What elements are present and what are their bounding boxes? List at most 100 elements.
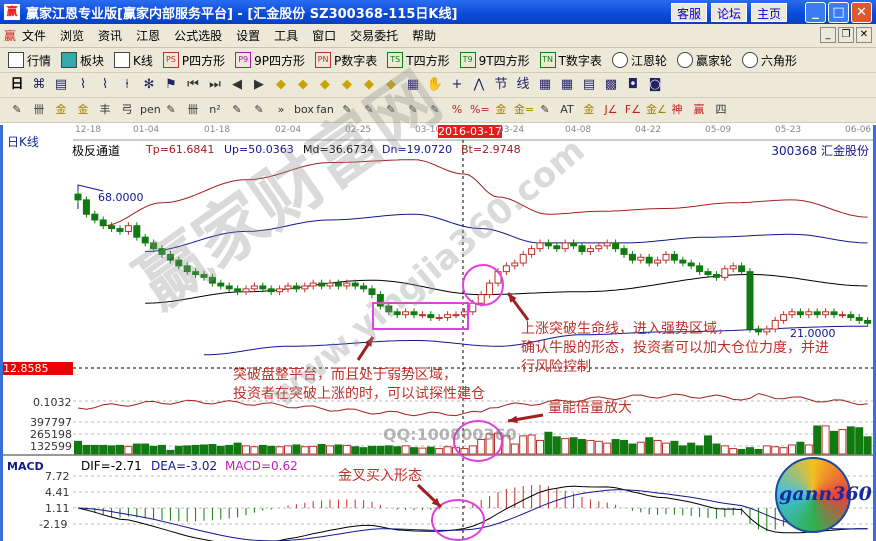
menu-item[interactable]: 公式选股 (174, 29, 223, 43)
first-icon[interactable]: ⏮ (187, 77, 199, 92)
drawing-tool-28-icon[interactable]: J∠ (604, 103, 618, 116)
prev-icon[interactable]: ◀ (232, 77, 242, 92)
menu-item[interactable]: 文件 (22, 29, 47, 43)
connect-icon[interactable]: ◙ (648, 77, 662, 92)
toolbar-button-1[interactable]: 行情 (8, 52, 51, 69)
drawing-tool-30-icon[interactable]: 金∠ (646, 103, 667, 116)
drawing-tool-24-icon[interactable]: 金= (514, 103, 535, 116)
mdi-close-icon[interactable]: ✕ (856, 27, 872, 43)
notes-icon[interactable]: ▤ (582, 77, 596, 92)
menu-item[interactable]: 浏览 (60, 29, 85, 43)
toolbar-button-9[interactable]: TN T数字表 (539, 52, 602, 69)
last-icon[interactable]: ⏭ (209, 77, 221, 92)
next-icon[interactable]: ▶ (254, 77, 264, 92)
toolbar-button-6[interactable]: PN P数字表 (315, 52, 377, 69)
drawing-tool-16-icon[interactable]: ✎ (342, 103, 352, 116)
drawing-tool-1-icon[interactable]: ✎ (12, 103, 22, 116)
drawing-tool-25-icon[interactable]: ✎ (540, 103, 550, 116)
toolbar-button-3[interactable]: K线 (114, 52, 153, 69)
customer-service-button[interactable]: 客服 (671, 3, 708, 22)
annotation-lifeline-breakout: 上涨突破生命线，进入强势区域， 确认牛股的形态，投资者可以加大仓位力度，并进 行风险… (521, 321, 829, 375)
drawing-tool-12-icon[interactable]: ✎ (254, 103, 264, 116)
drawing-tool-7-icon[interactable]: pen (140, 103, 161, 116)
drawing-tool-2-icon[interactable]: 卌 (33, 103, 45, 116)
drawing-tool-26-icon[interactable]: AT (560, 103, 574, 116)
toolbar-button-11[interactable]: 赢家轮 (676, 52, 732, 69)
drawing-tool-4-icon[interactable]: 金 (77, 103, 89, 116)
flag-icon[interactable]: ⚑ (165, 77, 177, 92)
expand-icon[interactable]: ◆ (364, 77, 374, 92)
drawing-tool-33-icon[interactable]: 四 (715, 103, 727, 116)
cross-icon[interactable]: + (451, 77, 463, 92)
doc-icon[interactable]: ▤ (54, 77, 68, 92)
up-icon[interactable]: ◆ (298, 77, 308, 92)
toolbar-button-12[interactable]: 六角形 (741, 52, 797, 69)
pattern-icon[interactable]: ✻ (143, 77, 155, 92)
candle-icon[interactable]: ⍿ (125, 77, 129, 92)
toolbar-button-4[interactable]: PS P四方形 (162, 52, 225, 69)
drawing-tool-6-icon[interactable]: 弓 (121, 103, 133, 116)
drawing-tool-10-icon[interactable]: n² (209, 103, 221, 116)
shrink-icon[interactable]: ◆ (342, 77, 352, 92)
lr-icon[interactable]: ◆ (320, 77, 330, 92)
chart-area[interactable]: 日K线 12-18 01-04 01-18 02-04 02-25 03-10 2016-0… (0, 57, 876, 541)
drawing-tool-32-icon[interactable]: 赢 (693, 103, 705, 116)
toolbar-button-2[interactable]: 板块 (61, 52, 104, 69)
candle (460, 311, 468, 316)
ud-icon[interactable]: ◆ (386, 77, 396, 92)
minimize-icon[interactable]: _ (805, 2, 826, 23)
menu-item[interactable]: 工具 (274, 29, 299, 43)
drawing-tool-8-icon[interactable]: ✎ (166, 103, 176, 116)
menu-item[interactable]: 资讯 (98, 29, 123, 43)
maximize-icon[interactable]: □ (828, 2, 849, 23)
toolbar-tool-21-icon[interactable]: 节 (494, 77, 508, 92)
left-icon[interactable]: ◆ (276, 77, 286, 92)
drawing-tool-27-icon[interactable]: 金 (583, 103, 595, 116)
menu-item[interactable]: 江恩 (136, 29, 161, 43)
chart-icon[interactable]: ⌘ (32, 77, 46, 92)
menu-item[interactable]: 帮助 (412, 29, 437, 43)
drawing-tool-9-icon[interactable]: 卌 (187, 103, 199, 116)
drawing-tool-11-icon[interactable]: ✎ (232, 103, 242, 116)
period-select[interactable]: 日 (10, 77, 24, 92)
close-icon[interactable]: ✕ (851, 2, 872, 23)
calendar-icon[interactable]: ▦ (538, 77, 552, 92)
drawing-tool-31-icon[interactable]: 神 (671, 103, 683, 116)
drawing-tool-21-icon[interactable]: % (451, 103, 463, 116)
app-menu-icon[interactable]: 赢 (4, 29, 17, 43)
drawing-tool-20-icon[interactable]: ✎ (430, 103, 440, 116)
network-icon[interactable]: ◘ (627, 77, 639, 92)
toolbar-button-10[interactable]: 江恩轮 (611, 52, 667, 69)
drawing-tool-19-icon[interactable]: ✎ (408, 103, 418, 116)
drawing-tool-15-icon[interactable]: fan (316, 103, 334, 116)
drawing-tool-18-icon[interactable]: ✎ (386, 103, 396, 116)
calc-icon[interactable]: ▦ (560, 77, 574, 92)
menu-item[interactable]: 窗口 (312, 29, 337, 43)
menu-item[interactable]: 设置 (236, 29, 261, 43)
forum-button[interactable]: 论坛 (711, 3, 748, 22)
drawing-tool-5-icon[interactable]: 丰 (99, 103, 111, 116)
drawing-tool-14-icon[interactable]: box (294, 103, 314, 116)
toolbar-button-5[interactable]: P9 9P四方形 (235, 52, 305, 69)
homepage-button[interactable]: 主页 (751, 3, 788, 22)
drawing-tool-23-icon[interactable]: 金 (495, 103, 507, 116)
mdi-minimize-icon[interactable]: _ (820, 27, 836, 43)
pan-icon[interactable]: ▦ (406, 77, 420, 92)
drawing-tool-3-icon[interactable]: 金 (55, 103, 67, 116)
drawing-tool-22-icon[interactable]: %= (470, 103, 490, 116)
drawing-tool-13-icon[interactable]: » (277, 103, 285, 116)
volume-bar (74, 440, 82, 455)
drawing-tool-17-icon[interactable]: ✎ (364, 103, 374, 116)
mdi-restore-icon[interactable]: ❐ (838, 27, 854, 43)
toolbar-tool-22-icon[interactable]: 线 (516, 77, 530, 92)
menu-item[interactable]: 交易委托 (350, 29, 399, 43)
save-icon[interactable]: ▩ (604, 77, 618, 92)
line-icon[interactable]: ⋀ (473, 77, 485, 92)
toolbar-tool-2-icon[interactable]: ⌇ (79, 77, 87, 92)
drawing-tool-29-icon[interactable]: F∠ (624, 103, 642, 116)
hand-icon[interactable]: ✋ (426, 77, 444, 92)
chart-canvas[interactable] (3, 125, 873, 541)
toolbar-tool-3-icon[interactable]: ⌇ (101, 77, 109, 92)
toolbar-button-7[interactable]: TS T四方形 (387, 52, 450, 69)
toolbar-button-8[interactable]: T9 9T四方形 (459, 52, 530, 69)
